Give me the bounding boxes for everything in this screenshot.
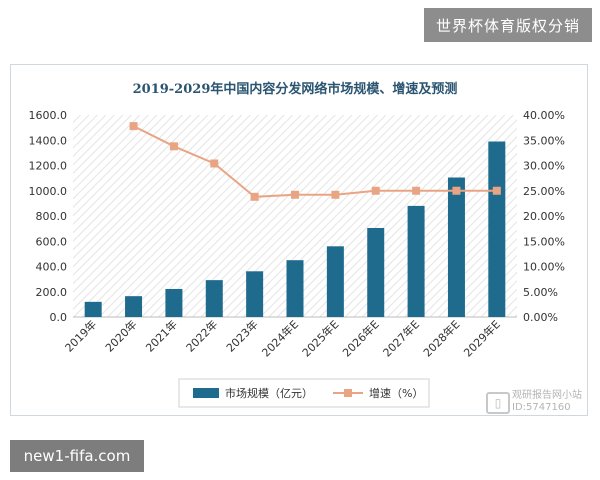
y-tick-label: 600.0 bbox=[36, 235, 68, 248]
y2-tick-label: 40.00% bbox=[523, 109, 565, 122]
x-tick-label: 2021年 bbox=[143, 317, 180, 354]
legend-line-marker bbox=[344, 389, 352, 397]
watermark-text: 观研报告网小站 ID:5747160 bbox=[512, 390, 582, 414]
bar bbox=[84, 301, 102, 317]
growth-marker bbox=[412, 186, 421, 195]
bar bbox=[246, 271, 264, 317]
watermark-logo-icon: ▯ bbox=[486, 392, 510, 414]
x-tick-label: 2027年E bbox=[380, 317, 422, 359]
y2-tick-label: 0.00% bbox=[523, 311, 558, 324]
y2-tick-label: 30.00% bbox=[523, 160, 565, 173]
bar bbox=[367, 227, 385, 317]
x-tick-label: 2028年E bbox=[420, 317, 462, 359]
watermark-line-1: 观研报告网小站 bbox=[512, 390, 582, 401]
y-tick-label: 1400.0 bbox=[29, 134, 68, 147]
bar bbox=[205, 280, 223, 317]
growth-marker bbox=[210, 159, 219, 168]
y2-tick-label: 15.00% bbox=[523, 235, 565, 248]
bar bbox=[165, 288, 183, 317]
y-tick-label: 1200.0 bbox=[29, 160, 68, 173]
legend-bar-swatch bbox=[193, 388, 219, 398]
y-tick-label: 400.0 bbox=[36, 261, 68, 274]
growth-marker bbox=[291, 190, 299, 199]
chart-title: 2019-2029年中国内容分发网络市场规模、增速及预测 bbox=[133, 81, 458, 97]
y2-tick-label: 25.00% bbox=[523, 185, 565, 198]
y-tick-label: 800.0 bbox=[36, 210, 68, 223]
watermark-line-2: ID:5747160 bbox=[512, 402, 571, 413]
x-tick-label: 2020年 bbox=[102, 317, 139, 354]
growth-marker bbox=[331, 190, 340, 199]
legend-bar-label: 市场规模（亿元） bbox=[225, 386, 313, 400]
growth-marker bbox=[129, 122, 138, 131]
bar bbox=[488, 141, 506, 317]
growth-marker bbox=[250, 192, 259, 201]
legend: 市场规模（亿元） 增速（%） bbox=[178, 378, 430, 408]
y2-tick-label: 5.00% bbox=[523, 286, 558, 299]
x-tick-label: 2026年E bbox=[339, 317, 381, 359]
bar bbox=[447, 177, 465, 317]
legend-box bbox=[178, 378, 430, 408]
bottom-banner: new1-fifa.com bbox=[10, 440, 144, 472]
top-banner-text: 世界杯体育版权分销 bbox=[435, 16, 580, 35]
x-tick-label: 2025年E bbox=[299, 317, 341, 359]
bar bbox=[286, 260, 304, 317]
x-tick-label: 2023年 bbox=[223, 317, 260, 354]
growth-marker bbox=[492, 186, 501, 195]
y-tick-label: 200.0 bbox=[36, 286, 68, 299]
x-tick-label: 2029年E bbox=[461, 317, 503, 359]
chart-svg: 2019-2029年中国内容分发网络市场规模、增速及预测 0.0 200.0 400.… bbox=[29, 81, 565, 408]
x-tick-label: 2024年E bbox=[259, 317, 301, 359]
growth-marker bbox=[452, 186, 461, 195]
bottom-banner-text: new1-fifa.com bbox=[23, 447, 131, 465]
y-tick-label: 0.0 bbox=[50, 311, 68, 324]
legend-line-label: 增速（%） bbox=[369, 386, 423, 400]
growth-marker bbox=[169, 142, 178, 151]
growth-marker bbox=[371, 186, 380, 195]
y2-tick-label: 35.00% bbox=[523, 134, 565, 147]
top-banner: 世界杯体育版权分销 bbox=[424, 8, 592, 42]
growth-line bbox=[133, 125, 497, 198]
bar bbox=[407, 205, 425, 317]
bar bbox=[326, 246, 344, 317]
bar bbox=[125, 296, 143, 317]
y-tick-label: 1600.0 bbox=[29, 109, 68, 122]
y-tick-label: 1000.0 bbox=[29, 185, 68, 198]
chart-frame: 2019-2029年中国内容分发网络市场规模、增速及预测 0.0 200.0 400.… bbox=[10, 64, 588, 416]
x-tick-label: 2022年 bbox=[183, 317, 220, 354]
y2-tick-label: 10.00% bbox=[523, 261, 565, 274]
y2-tick-label: 20.00% bbox=[523, 210, 565, 223]
x-tick-label: 2019年 bbox=[62, 317, 99, 354]
